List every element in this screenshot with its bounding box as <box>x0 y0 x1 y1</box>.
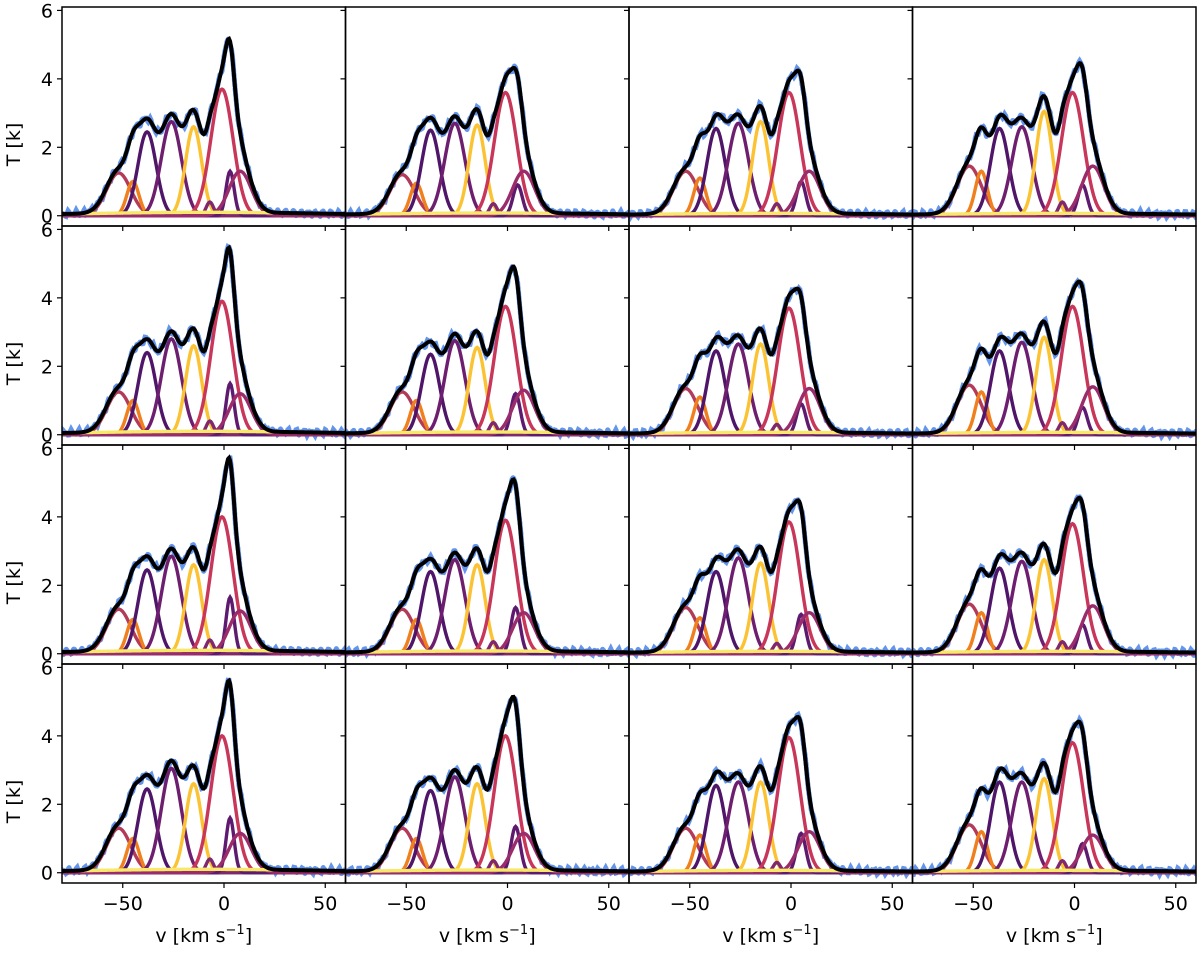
gaussian-component-line <box>62 391 346 437</box>
gaussian-component-line <box>629 90 913 218</box>
total-fit-line <box>345 65 629 217</box>
gaussian-component-line <box>345 831 629 875</box>
panel-r3-c1 <box>345 692 629 880</box>
panel-r0-c0 <box>62 32 346 223</box>
y-tick-label: 2 <box>41 794 53 816</box>
y-tick-label: 2 <box>41 575 53 597</box>
total-fit-line <box>629 714 913 874</box>
y-axis-label: T [k] <box>3 342 25 386</box>
total-fit-line <box>912 495 1196 655</box>
y-tick-label: 0 <box>41 206 53 228</box>
total-fit-line <box>62 244 346 435</box>
x-tick-label: 0 <box>1068 893 1080 915</box>
total-fit-line <box>345 694 629 874</box>
x-tick-label: 0 <box>501 893 513 915</box>
gaussian-component-line <box>629 341 913 437</box>
y-tick-label: 6 <box>41 219 53 241</box>
y-tick-label: 6 <box>41 438 53 460</box>
x-tick-label: −50 <box>670 893 710 915</box>
total-fit-line <box>912 61 1196 217</box>
total-fit-line <box>62 677 346 873</box>
y-axis-label: T [k] <box>3 561 25 605</box>
panel-r3-c3 <box>912 714 1196 881</box>
panel-r3-c0 <box>62 677 346 879</box>
y-tick-label: 0 <box>41 863 53 885</box>
panel-r0-c2 <box>629 63 913 223</box>
x-axis-label: v [km s−1] <box>155 923 252 947</box>
y-tick-label: 0 <box>41 644 53 666</box>
gaussian-component-line <box>62 124 346 218</box>
gaussian-component-line <box>629 779 913 875</box>
gaussian-component-line <box>912 90 1196 218</box>
total-fit-line <box>62 36 346 216</box>
x-tick-label: 50 <box>880 893 904 915</box>
gaussian-component-line <box>912 521 1196 656</box>
x-tick-label: −50 <box>103 893 143 915</box>
gaussian-component-line <box>345 388 629 437</box>
gaussian-component-line <box>62 831 346 875</box>
gaussian-component-line <box>345 610 629 656</box>
y-tick-label: 6 <box>41 657 53 679</box>
x-tick-label: −50 <box>386 893 426 915</box>
gaussian-component-line <box>912 740 1196 875</box>
total-fit-line <box>629 498 913 655</box>
y-tick-label: 2 <box>41 137 53 159</box>
panel-frame <box>911 663 1197 884</box>
panel-r0-c1 <box>345 59 629 223</box>
panel-r1-c3 <box>912 277 1196 442</box>
total-fit-line <box>629 68 913 217</box>
y-tick-label: 6 <box>41 0 53 22</box>
panel-r1-c0 <box>62 243 346 442</box>
x-tick-label: 0 <box>785 893 797 915</box>
total-fit-line <box>345 476 629 655</box>
panel-r2-c1 <box>345 473 629 660</box>
y-axis-label: T [k] <box>3 123 25 167</box>
x-axis-label: v [km s−1] <box>722 923 819 947</box>
gaussian-component-line <box>345 345 629 437</box>
gaussian-component-line <box>62 169 346 218</box>
y-tick-label: 2 <box>41 356 53 378</box>
y-tick-label: 0 <box>41 425 53 447</box>
panel-r1-c1 <box>345 262 629 442</box>
gaussian-component-line <box>345 169 629 218</box>
total-fit-line <box>629 286 913 436</box>
gaussian-component-line <box>629 560 913 656</box>
gaussian-component-line <box>62 609 346 656</box>
x-tick-label: −50 <box>953 893 993 915</box>
x-axis-label: v [km s−1] <box>439 923 536 947</box>
y-tick-label: 4 <box>41 288 53 310</box>
total-fit-line <box>912 719 1196 874</box>
panel-r0-c3 <box>912 56 1196 223</box>
total-fit-line <box>345 264 629 436</box>
total-fit-line <box>62 454 346 654</box>
panel-r3-c2 <box>629 710 913 880</box>
x-tick-label: 50 <box>1164 893 1188 915</box>
y-tick-label: 4 <box>41 69 53 91</box>
panel-r2-c3 <box>912 494 1196 661</box>
y-tick-label: 4 <box>41 507 53 529</box>
panel-r2-c2 <box>629 496 913 662</box>
y-tick-label: 4 <box>41 726 53 748</box>
x-tick-label: 0 <box>218 893 230 915</box>
panel-r2-c0 <box>62 454 346 661</box>
x-tick-label: 50 <box>597 893 621 915</box>
panel-r1-c2 <box>629 283 913 442</box>
x-tick-label: 50 <box>313 893 337 915</box>
total-fit-line <box>912 279 1196 436</box>
x-axis-label: v [km s−1] <box>1006 923 1103 947</box>
y-axis-label: T [k] <box>3 780 25 824</box>
